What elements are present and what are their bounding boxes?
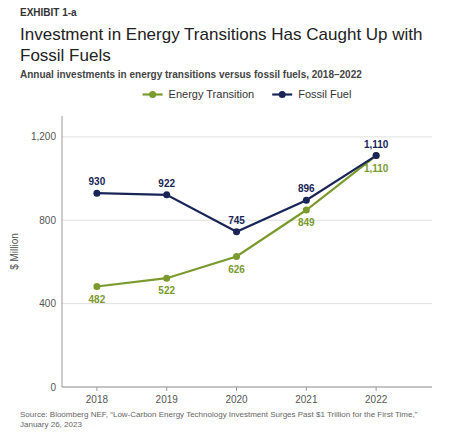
grid-line bbox=[62, 136, 432, 137]
legend-label: Energy Transition bbox=[169, 88, 255, 100]
x-tick-label: 2019 bbox=[156, 394, 179, 405]
point bbox=[233, 253, 240, 260]
point bbox=[303, 207, 310, 214]
x-tick-label: 2022 bbox=[365, 394, 388, 405]
data-label: 896 bbox=[298, 183, 315, 194]
title: Investment in Energy Transitions Has Cau… bbox=[20, 25, 423, 65]
data-label: 849 bbox=[298, 217, 315, 228]
legend-item: Energy Transition bbox=[143, 88, 255, 100]
data-label: 1,110 bbox=[364, 163, 389, 174]
y-tick-label: 0 bbox=[50, 382, 56, 393]
data-label: 626 bbox=[228, 264, 245, 275]
title-line: Investment in Energy Transitions Has Cau… bbox=[20, 25, 423, 44]
source-line: January 26, 2023 bbox=[20, 420, 82, 429]
x-tick-label: 2021 bbox=[295, 394, 318, 405]
series-line bbox=[97, 156, 376, 287]
point bbox=[303, 197, 310, 204]
x-tick bbox=[306, 387, 307, 391]
series-line bbox=[97, 156, 376, 232]
data-label: 482 bbox=[89, 294, 106, 305]
point bbox=[233, 228, 240, 235]
data-label: 1,110 bbox=[364, 139, 389, 150]
point bbox=[93, 283, 100, 290]
title-line: Fossil Fuels bbox=[20, 46, 111, 65]
grid-line bbox=[62, 220, 432, 221]
point bbox=[163, 191, 170, 198]
y-tick-label: 400 bbox=[39, 298, 56, 309]
x-tick bbox=[376, 387, 377, 391]
x-tick-label: 2020 bbox=[225, 394, 248, 405]
source: Source: Bloomberg NEF, “Low-Carbon Energ… bbox=[20, 410, 418, 429]
x-tick bbox=[166, 387, 167, 391]
x-tick bbox=[236, 387, 237, 391]
subtitle-line: Annual investments in energy transitions… bbox=[20, 69, 362, 80]
legend: Energy Transition Fossil Fuel bbox=[143, 88, 352, 100]
source-line: Source: Bloomberg NEF, “Low-Carbon Energ… bbox=[20, 410, 418, 419]
point bbox=[93, 190, 100, 197]
legend-marker bbox=[149, 91, 156, 98]
subtitle: Annual investments in energy transitions… bbox=[20, 69, 362, 80]
data-label: 922 bbox=[158, 178, 175, 189]
plot-area bbox=[93, 152, 379, 290]
legend-marker bbox=[279, 91, 286, 98]
grid-line bbox=[62, 303, 432, 304]
data-labels: 482 522 626 849 1,110 930 922 745 896 1,110 bbox=[89, 139, 389, 305]
data-label: 930 bbox=[89, 176, 106, 187]
point bbox=[163, 275, 170, 282]
data-label: 745 bbox=[228, 215, 245, 226]
annotation: EXHIBIT 1-a bbox=[20, 7, 77, 18]
data-label: 522 bbox=[158, 285, 175, 296]
legend-item: Fossil Fuel bbox=[272, 88, 351, 100]
x-tick bbox=[96, 387, 97, 391]
y-axis-label: $ Million bbox=[9, 233, 20, 270]
chart: EXHIBIT 1-a Investment in Energy Transiti… bbox=[0, 0, 450, 433]
y-tick-label: 1,200 bbox=[31, 131, 56, 142]
point bbox=[373, 152, 380, 159]
point bbox=[373, 152, 380, 159]
y-tick-label: 800 bbox=[39, 215, 56, 226]
legend-label: Fossil Fuel bbox=[298, 88, 351, 100]
x-tick-label: 2018 bbox=[86, 394, 109, 405]
y-axis-line bbox=[62, 116, 63, 387]
